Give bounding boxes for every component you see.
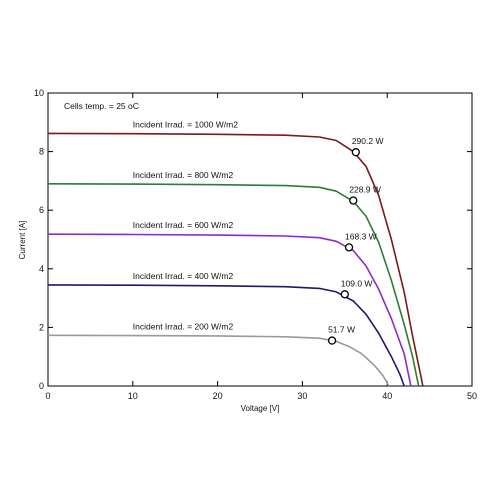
mpp-point xyxy=(327,336,337,345)
series-label: Incident Irrad. = 800 W/m2 xyxy=(133,170,234,180)
y-axis-title: Current [A] xyxy=(18,221,27,260)
series-line xyxy=(47,132,424,387)
mpp-power-label: 290.2 W xyxy=(352,136,384,146)
x-axis-title: Voltage [V] xyxy=(241,404,280,413)
series-line xyxy=(47,334,390,387)
mpp-power-label: 168.3 W xyxy=(345,231,377,241)
mpp-point xyxy=(340,290,349,299)
series-line xyxy=(47,233,412,387)
mpp-point xyxy=(349,196,358,205)
series-curves xyxy=(47,132,424,387)
x-tick-label: 10 xyxy=(128,391,138,401)
mpp-power-label: 109.0 W xyxy=(341,278,373,288)
mpp-markers xyxy=(327,148,360,345)
axis-ticks: 0 10 20 30 40 50 0 2 4 6 8 10 xyxy=(34,88,477,401)
chart-labels: Incident Irrad. = 1000 W/m2 290.2 W Incide… xyxy=(133,119,384,334)
series-label: Incident Irrad. = 200 W/m2 xyxy=(133,321,234,331)
x-tick-label: 30 xyxy=(297,391,307,401)
mpp-point xyxy=(344,243,354,252)
y-tick-label: 8 xyxy=(39,147,44,157)
x-tick-label: 40 xyxy=(382,391,392,401)
series-label: Incident Irrad. = 600 W/m2 xyxy=(133,220,234,230)
x-tick-label: 20 xyxy=(213,391,223,401)
y-tick-label: 4 xyxy=(39,264,44,274)
x-tick-label: 0 xyxy=(45,391,50,401)
x-tick-label: 50 xyxy=(467,391,477,401)
mpp-point xyxy=(351,148,360,157)
y-tick-label: 2 xyxy=(39,322,44,332)
series-label: Incident Irrad. = 400 W/m2 xyxy=(133,271,234,281)
y-tick-label: 10 xyxy=(34,88,44,98)
y-tick-label: 0 xyxy=(39,381,44,391)
annotation-cells-temp: Cells temp. = 25 oC xyxy=(64,101,139,111)
mpp-power-label: 228.9 W xyxy=(349,185,381,195)
series-label: Incident Irrad. = 1000 W/m2 xyxy=(133,119,238,129)
mpp-power-label: 51.7 W xyxy=(328,325,355,335)
y-tick-label: 6 xyxy=(39,205,44,215)
